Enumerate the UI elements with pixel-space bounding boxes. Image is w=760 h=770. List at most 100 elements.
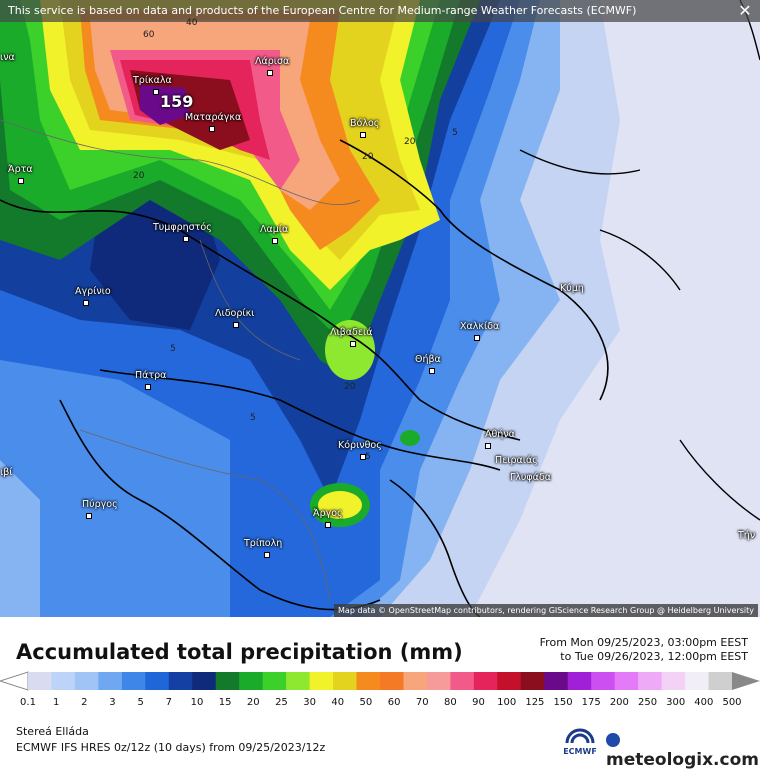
map-canvas xyxy=(0,0,760,617)
legend-swatch xyxy=(286,672,311,690)
legend-swatch xyxy=(520,672,545,690)
contour-label: 20 xyxy=(344,382,356,392)
city-larisa: Λάρισα xyxy=(255,56,289,78)
ecmwf-disclaimer-banner: This service is based on data and produc… xyxy=(0,0,760,22)
legend-tick-label: 90 xyxy=(472,697,485,708)
max-value-label: 159 xyxy=(160,92,194,111)
city-chalkida: Χαλκίδα xyxy=(460,321,499,343)
city-tripoli: Τρίπολη xyxy=(244,538,282,560)
legend-tick-label: 15 xyxy=(218,697,232,708)
city-athina: Αθήνα xyxy=(485,429,515,451)
city-volos: Βόλος xyxy=(350,118,379,140)
contour-label: 40 xyxy=(186,18,198,28)
region-label: Stereá Elláda xyxy=(16,725,89,738)
legend-swatch xyxy=(333,672,358,690)
legend-swatch xyxy=(215,672,240,690)
legend-swatch xyxy=(145,672,170,690)
period-to: to Tue 09/26/2023, 12:00pm EEST xyxy=(560,650,748,663)
city-livadeia: Λιβαδειά xyxy=(330,327,372,349)
chart-title: Accumulated total precipitation (mm) xyxy=(16,640,463,664)
legend-swatch xyxy=(168,672,193,690)
city-thiva: Θήβα xyxy=(415,354,441,376)
precipitation-map[interactable]: This service is based on data and produc… xyxy=(0,0,760,617)
city-argos: Άργος xyxy=(313,508,343,530)
legend-arrow-min xyxy=(0,671,29,691)
contour-label: 20 xyxy=(362,152,374,162)
legend-tick-label: 150 xyxy=(553,697,573,708)
ecmwf-logo-text: ECMWF xyxy=(563,747,597,756)
meteologix-brand[interactable]: meteologix.com xyxy=(606,730,760,770)
contour-label: 60 xyxy=(143,30,155,40)
legend-swatch xyxy=(708,672,733,690)
legend-swatch xyxy=(426,672,451,690)
legend-tick-label: 5 xyxy=(137,697,144,708)
city-patra: Πάτρα xyxy=(135,370,166,392)
legend-swatch xyxy=(567,672,592,690)
legend-swatch xyxy=(497,672,522,690)
legend-swatch xyxy=(380,672,404,690)
legend-tick-label: 125 xyxy=(525,697,545,708)
legend-swatch xyxy=(262,672,287,690)
ecmwf-logo: ECMWF xyxy=(560,727,600,757)
legend-swatch xyxy=(309,672,334,690)
color-legend xyxy=(0,671,760,691)
city-trikala: Τρίκαλα xyxy=(133,75,172,97)
legend-tick-label: 100 xyxy=(497,697,517,708)
legend-swatch xyxy=(74,672,99,690)
legend-tick-label: 250 xyxy=(637,697,658,708)
close-icon[interactable]: ✕ xyxy=(738,1,752,20)
city-korinthos: Κόρινθος xyxy=(338,440,382,462)
contour-label: 5 xyxy=(170,344,176,354)
city-ilida: ιβί xyxy=(0,467,13,478)
city-kymi: Κύμη xyxy=(560,283,584,294)
legend-tick-labels: 0.1 1 2 3 5 7 10 15 20 25 30 40 50 60 70 80 90 100 125 150 1… xyxy=(0,697,760,711)
legend-tick-label: 70 xyxy=(415,697,429,708)
legend-tick-label: 60 xyxy=(387,697,401,708)
legend-tick-label: 80 xyxy=(444,697,457,708)
legend-arrow-max xyxy=(732,672,760,690)
meteologix-logo-icon xyxy=(606,733,620,747)
city-pyrgos: Πύργος xyxy=(82,499,118,521)
city-glyfada: Γλυφάδα xyxy=(510,472,552,483)
legend-swatch xyxy=(121,672,146,690)
legend-tick-label: 10 xyxy=(190,697,204,708)
city-ioannina: ινα xyxy=(0,52,15,63)
legend-tick-label: 30 xyxy=(303,697,316,708)
period-from: From Mon 09/25/2023, 03:00pm EEST xyxy=(539,636,748,649)
city-agrinio: Αγρίνιο xyxy=(75,286,111,308)
city-mataragka: Ματαράγκα xyxy=(185,112,241,134)
legend-tick-label: 3 xyxy=(109,697,116,708)
legend-tick-label: 500 xyxy=(722,697,742,708)
contour-label: 5 xyxy=(250,413,256,423)
legend-tick-label: 0.1 xyxy=(20,697,36,708)
legend-tick-label: 1 xyxy=(52,697,60,708)
legend-swatch xyxy=(544,672,569,690)
legend-tick-label: 7 xyxy=(165,697,172,708)
city-peiraias: Πειραιάς xyxy=(495,455,538,466)
city-tymfristos: Τυμφρηστός xyxy=(153,222,212,244)
legend-tick-label: 2 xyxy=(81,697,88,708)
legend-tick-label: 40 xyxy=(331,697,345,708)
legend-swatch xyxy=(356,672,381,690)
contour-label: 20 xyxy=(404,137,416,147)
city-lidoriki: Λιδορίκι xyxy=(215,308,254,330)
legend-tick-label: 300 xyxy=(666,697,686,708)
legend-tick-label: 25 xyxy=(275,697,288,708)
legend-swatch xyxy=(403,672,428,690)
contour-label: 5 xyxy=(365,452,371,462)
model-info: ECMWF IFS HRES 0z/12z (10 days) from 09/… xyxy=(16,741,326,754)
legend-tick-label: 200 xyxy=(609,697,629,708)
brand-text: meteologix.com xyxy=(606,750,759,770)
legend-swatch xyxy=(98,672,123,690)
legend-tick-label: 175 xyxy=(581,697,601,708)
map-attribution: Map data © OpenStreetMap contributors, r… xyxy=(334,604,758,617)
legend-swatch xyxy=(685,672,710,690)
legend-swatch xyxy=(661,672,686,690)
legend-tick-label: 50 xyxy=(359,697,373,708)
legend-swatch xyxy=(591,672,616,690)
legend-swatch xyxy=(28,672,52,690)
city-lamia: Λαμία xyxy=(260,224,288,246)
legend-swatch xyxy=(192,672,217,690)
legend-swatch xyxy=(638,672,663,690)
forecast-period: From Mon 09/25/2023, 03:00pm EEST to Tue… xyxy=(540,636,748,664)
